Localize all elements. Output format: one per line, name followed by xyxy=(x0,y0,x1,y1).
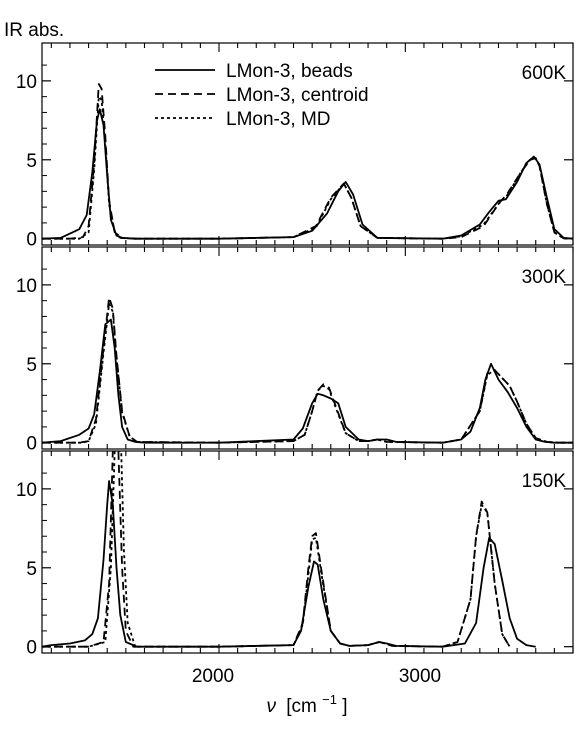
panel-300K: 0 5 10 300K xyxy=(16,246,574,455)
x-tick-label-3000: 3000 xyxy=(399,666,441,687)
y-tick-label: 5 xyxy=(26,559,37,580)
y-tick-label: 0 xyxy=(26,638,37,659)
y-tick-label: 5 xyxy=(26,355,37,376)
y-tick-label: 5 xyxy=(26,151,37,172)
x-axis-unit: [cm xyxy=(286,696,317,717)
x-axis-symbol: ν xyxy=(266,696,276,717)
x-axis-unit-close: ] xyxy=(342,696,347,717)
legend-label-centroid: LMon-3, centroid xyxy=(226,85,369,106)
y-tick-label: 0 xyxy=(26,230,37,251)
series-line-solid xyxy=(42,480,536,648)
legend: LMon-3, beads LMon-3, centroid LMon-3, M… xyxy=(155,61,369,130)
x-tick-label-2000: 2000 xyxy=(192,666,234,687)
y-tick-label: 10 xyxy=(16,480,37,501)
x-axis-label: ν [cm −1 ] xyxy=(266,688,347,717)
temperature-label: 150K xyxy=(522,471,567,492)
legend-label-beads: LMon-3, beads xyxy=(226,61,353,82)
y-tick-label: 0 xyxy=(26,434,37,455)
legend-label-md: LMon-3, MD xyxy=(226,109,331,130)
x-tick-labels: 2000 3000 xyxy=(192,666,441,687)
y-axis-label: IR abs. xyxy=(4,20,64,41)
series-line-dashed xyxy=(42,83,573,240)
panel-600K: 0 5 10 600K xyxy=(16,42,574,251)
series-line-dotted xyxy=(42,95,573,240)
series-line-dotted xyxy=(42,451,511,648)
panel-150K: 0 5 10 150K xyxy=(16,450,574,659)
temperature-label: 300K xyxy=(522,267,567,288)
y-tick-label: 10 xyxy=(16,276,37,297)
x-axis-unit-exponent: −1 xyxy=(322,692,337,707)
y-tick-label: 10 xyxy=(16,72,37,93)
temperature-label: 600K xyxy=(522,63,567,84)
panels: 0 5 10 600K 0 5 10 300K 0 5 10 150K xyxy=(16,42,574,659)
